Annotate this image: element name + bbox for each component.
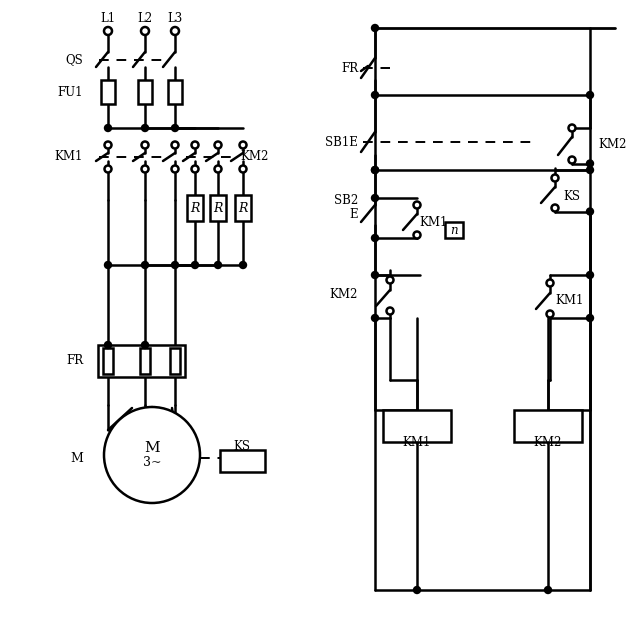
Circle shape [141, 342, 148, 348]
Bar [220, 450, 265, 472]
Text: FU1: FU1 [58, 86, 83, 99]
Circle shape [171, 27, 179, 35]
Text: 3~: 3~ [143, 455, 161, 469]
Circle shape [387, 308, 394, 314]
Circle shape [413, 231, 420, 238]
Text: R: R [190, 201, 200, 214]
Circle shape [104, 27, 112, 35]
Text: SB2: SB2 [333, 194, 358, 206]
Text: KM2: KM2 [534, 435, 562, 448]
Text: KM1: KM1 [403, 435, 431, 448]
Text: E: E [349, 208, 358, 221]
Circle shape [191, 262, 198, 269]
Circle shape [214, 165, 221, 172]
Circle shape [586, 272, 593, 279]
Circle shape [586, 160, 593, 167]
Circle shape [239, 165, 246, 172]
Circle shape [371, 25, 378, 31]
Bar [101, 80, 115, 104]
Circle shape [141, 165, 148, 172]
Bar [168, 80, 182, 104]
Circle shape [568, 157, 575, 164]
Circle shape [586, 208, 593, 215]
Circle shape [371, 167, 378, 174]
Circle shape [371, 167, 378, 174]
Circle shape [371, 194, 378, 201]
Circle shape [141, 27, 149, 35]
Circle shape [568, 125, 575, 131]
Circle shape [214, 142, 221, 148]
Circle shape [141, 142, 148, 148]
Text: L2: L2 [138, 11, 152, 25]
Text: KM1: KM1 [54, 150, 83, 164]
Circle shape [545, 586, 552, 594]
Circle shape [172, 262, 179, 269]
Bar [187, 195, 203, 221]
Bar [170, 348, 180, 374]
Circle shape [239, 142, 246, 148]
Circle shape [141, 262, 148, 269]
Text: KS: KS [234, 440, 250, 452]
Bar [383, 410, 451, 442]
Text: R: R [213, 201, 223, 214]
Bar [514, 410, 582, 442]
Circle shape [104, 142, 111, 148]
Circle shape [586, 91, 593, 99]
Circle shape [191, 165, 198, 172]
Circle shape [371, 314, 378, 321]
Circle shape [172, 125, 179, 131]
Text: KS: KS [563, 191, 580, 204]
Circle shape [214, 262, 221, 269]
Circle shape [172, 142, 179, 148]
Circle shape [413, 201, 420, 208]
Circle shape [371, 272, 378, 279]
Bar [138, 80, 152, 104]
Circle shape [586, 167, 593, 174]
Text: KM2: KM2 [240, 150, 268, 164]
Circle shape [387, 277, 394, 284]
Circle shape [191, 142, 198, 148]
Text: KM2: KM2 [598, 138, 627, 152]
Circle shape [371, 91, 378, 99]
Circle shape [104, 342, 111, 348]
Circle shape [141, 125, 148, 131]
Circle shape [552, 204, 559, 211]
Text: L3: L3 [168, 11, 182, 25]
Circle shape [104, 125, 111, 131]
Text: KM2: KM2 [330, 289, 358, 301]
Text: R: R [238, 201, 248, 214]
Text: n: n [450, 223, 458, 237]
Text: KM1: KM1 [419, 216, 447, 228]
Text: M: M [144, 441, 160, 455]
Circle shape [239, 262, 246, 269]
Circle shape [172, 165, 179, 172]
Bar [140, 348, 150, 374]
Circle shape [547, 279, 554, 286]
Circle shape [413, 586, 420, 594]
Circle shape [586, 314, 593, 321]
Bar [103, 348, 113, 374]
Circle shape [104, 407, 200, 503]
Text: L1: L1 [100, 11, 116, 25]
Text: SB1E: SB1E [325, 135, 358, 148]
Circle shape [552, 174, 559, 182]
Circle shape [371, 235, 378, 242]
Circle shape [104, 165, 111, 172]
Bar [210, 195, 226, 221]
Bar [235, 195, 251, 221]
Bar [98, 345, 185, 377]
Text: KM1: KM1 [555, 294, 584, 306]
Text: FR: FR [66, 355, 83, 367]
Circle shape [104, 262, 111, 269]
Bar [445, 222, 463, 238]
Circle shape [547, 311, 554, 318]
Text: M: M [70, 452, 83, 464]
Text: QS: QS [65, 53, 83, 67]
Text: FR: FR [341, 62, 358, 74]
